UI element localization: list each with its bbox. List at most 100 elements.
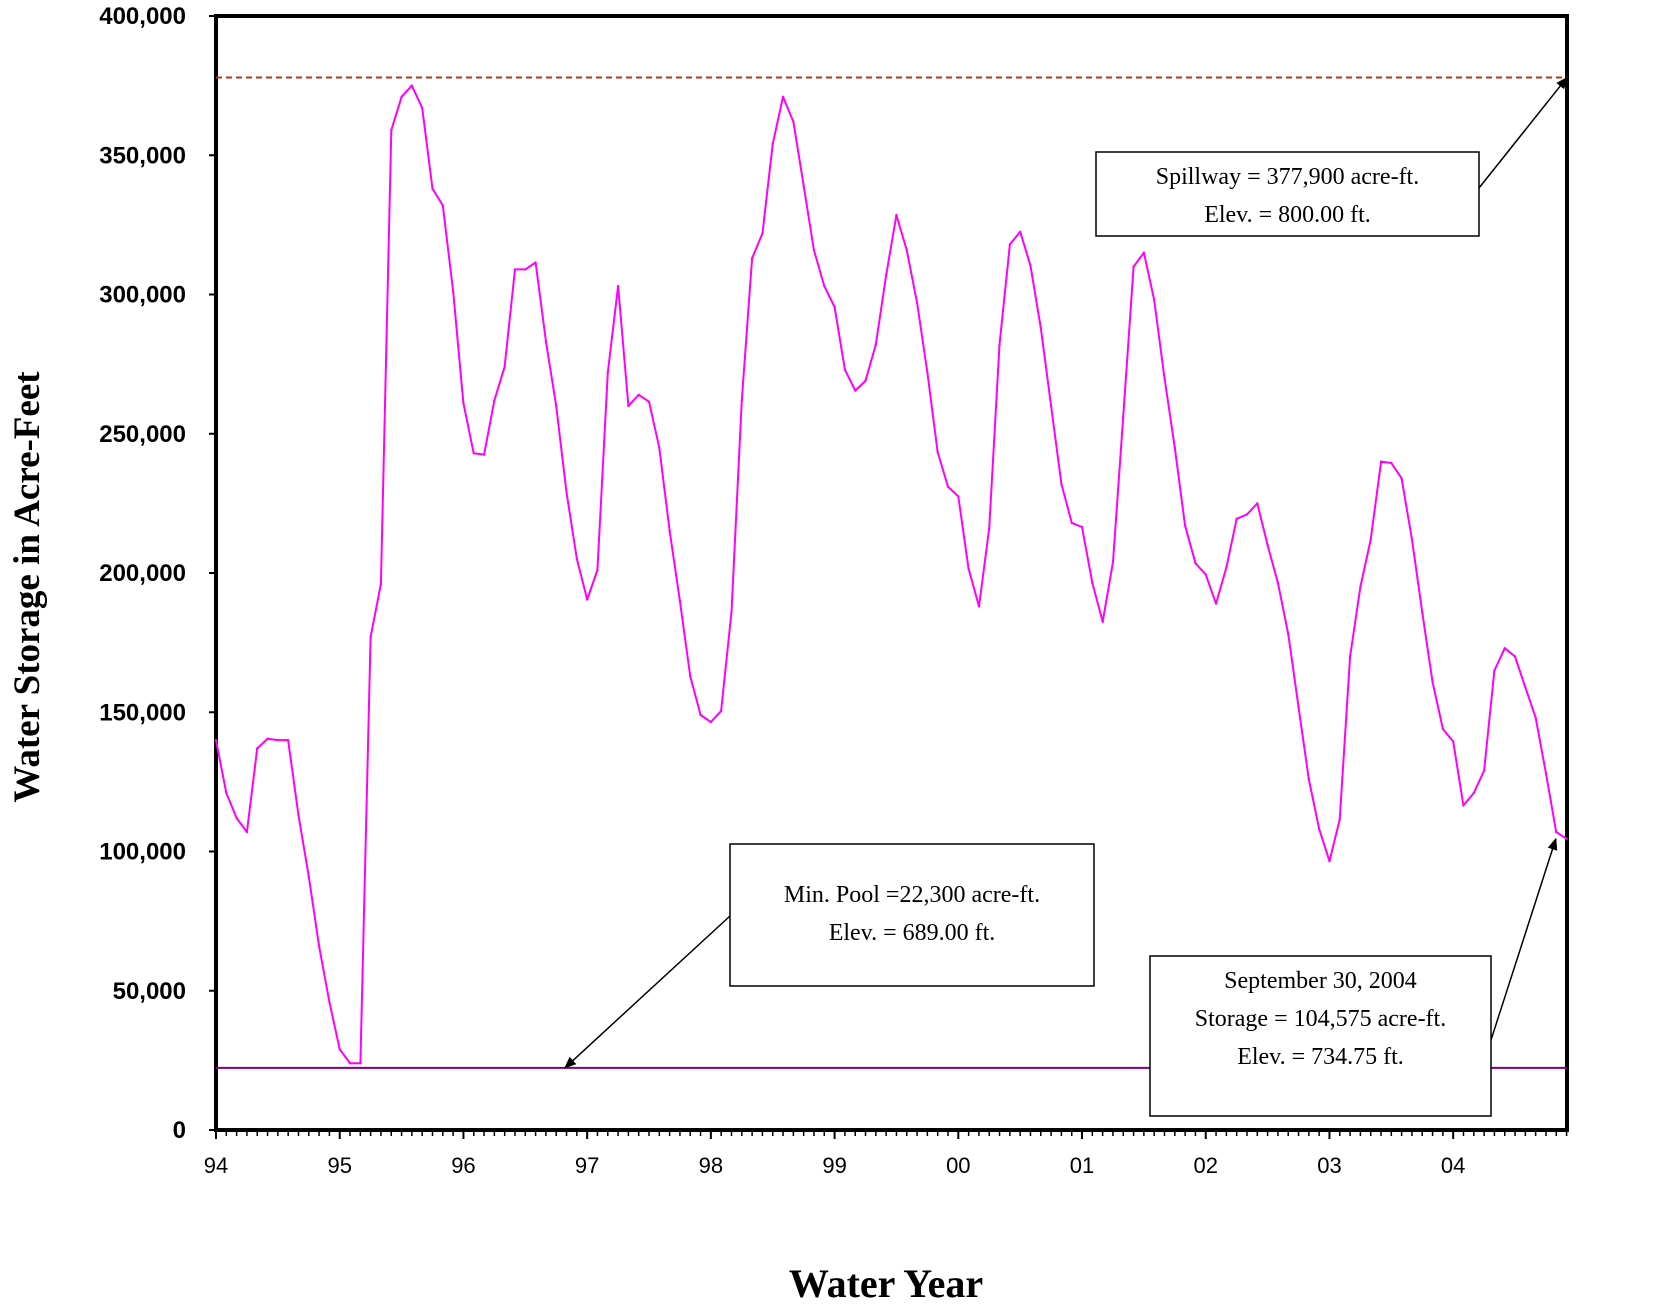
data-point (1122, 415, 1125, 419)
data-point (1472, 791, 1476, 795)
y-axis: 0 50,000 100,000 150,000 200,000 250,000 300,0… (99, 3, 216, 1144)
data-point (668, 530, 671, 533)
data-point (544, 340, 548, 343)
data-point (854, 389, 857, 392)
x-tick-label: 96 (451, 1153, 475, 1178)
data-point (812, 248, 816, 252)
data-point (1452, 740, 1455, 743)
data-point (730, 610, 733, 614)
data-point (317, 945, 321, 948)
x-tick-label: 04 (1441, 1153, 1465, 1178)
y-tick-label: 150,000 (99, 699, 186, 726)
september-text-line: Elev. = 734.75 ft. (1237, 1044, 1404, 1070)
data-point (1256, 502, 1259, 505)
spillway-arrow (1478, 76, 1568, 189)
data-point (1153, 298, 1156, 302)
data-point (1513, 655, 1517, 658)
data-point (647, 400, 651, 403)
data-point (235, 816, 238, 820)
data-point (379, 582, 383, 586)
min-pool-annotation: Min. Pool =22,300 acre-ft. Elev. = 689.00… (564, 843, 1095, 1069)
data-point (524, 268, 527, 271)
data-point (905, 248, 908, 252)
data-point (555, 404, 558, 408)
data-point (1565, 837, 1568, 840)
data-point (998, 343, 1001, 346)
data-point (1276, 581, 1280, 584)
data-point (462, 401, 465, 405)
x-tick-label: 00 (946, 1153, 970, 1178)
data-point (369, 635, 372, 639)
data-point (1318, 828, 1321, 831)
data-point (864, 379, 867, 382)
y-axis-title: Water Storage in Acre-Feet (7, 371, 48, 803)
data-point (534, 261, 537, 264)
data-point (750, 257, 754, 260)
x-tick-label: 97 (575, 1153, 599, 1178)
data-point (678, 599, 682, 603)
x-tick-label: 02 (1194, 1153, 1218, 1178)
data-point (1369, 538, 1372, 541)
data-point (915, 301, 919, 305)
data-point (482, 453, 486, 456)
data-point (410, 84, 413, 87)
data-point (1132, 265, 1135, 268)
y-tick-label: 50,000 (113, 978, 186, 1005)
y-tick-label: 250,000 (99, 421, 186, 448)
data-point (1441, 727, 1445, 731)
min-pool-box (729, 843, 1095, 987)
data-point (843, 368, 847, 371)
data-point (1266, 543, 1269, 547)
data-point (421, 106, 424, 110)
data-point (276, 738, 280, 742)
data-point (1379, 460, 1383, 463)
data-point (1390, 461, 1393, 465)
data-point (493, 399, 496, 402)
data-point (1462, 804, 1465, 807)
data-point (895, 213, 898, 217)
data-point (709, 720, 713, 724)
data-point (1245, 513, 1249, 516)
data-point (1019, 230, 1022, 233)
september-text-line: Storage = 104,575 acre-ft. (1195, 1006, 1446, 1032)
data-point (781, 95, 785, 99)
data-point (214, 738, 218, 742)
data-point (575, 557, 579, 561)
spillway-box (1095, 151, 1480, 237)
data-point (1049, 404, 1053, 408)
x-tick-label: 95 (327, 1153, 351, 1178)
y-tick-label: 100,000 (99, 839, 186, 866)
data-point (1142, 251, 1146, 254)
data-point (400, 95, 403, 99)
data-point (586, 598, 589, 601)
data-point (1431, 680, 1434, 683)
spillway-text-line: Spillway = 377,900 acre-ft. (1156, 164, 1419, 190)
data-point (1225, 566, 1228, 569)
spillway-annotation: Spillway = 377,900 acre-ft. Elev. = 800.0… (1095, 76, 1568, 237)
storage-series-line (215, 84, 1568, 1065)
data-point (286, 738, 290, 742)
data-point (1173, 446, 1177, 449)
data-point (256, 747, 259, 750)
data-point (988, 527, 991, 530)
data-point (297, 814, 300, 817)
series-layer (214, 84, 1568, 1065)
data-point (596, 569, 599, 572)
data-point (348, 1062, 352, 1065)
data-point (452, 290, 455, 293)
data-point (1297, 705, 1300, 708)
data-point (1039, 326, 1043, 330)
x-tick-label: 01 (1070, 1153, 1094, 1178)
data-point (1194, 562, 1197, 565)
spillway-text-line: Elev. = 800.00 ft. (1204, 202, 1371, 228)
data-point (1524, 686, 1527, 689)
data-point (689, 674, 692, 678)
data-point (513, 268, 517, 271)
data-point (802, 184, 805, 188)
data-point (307, 875, 310, 878)
data-point (833, 305, 836, 309)
data-point (967, 567, 970, 570)
y-tick-label: 350,000 (99, 142, 186, 169)
data-point (957, 495, 960, 498)
